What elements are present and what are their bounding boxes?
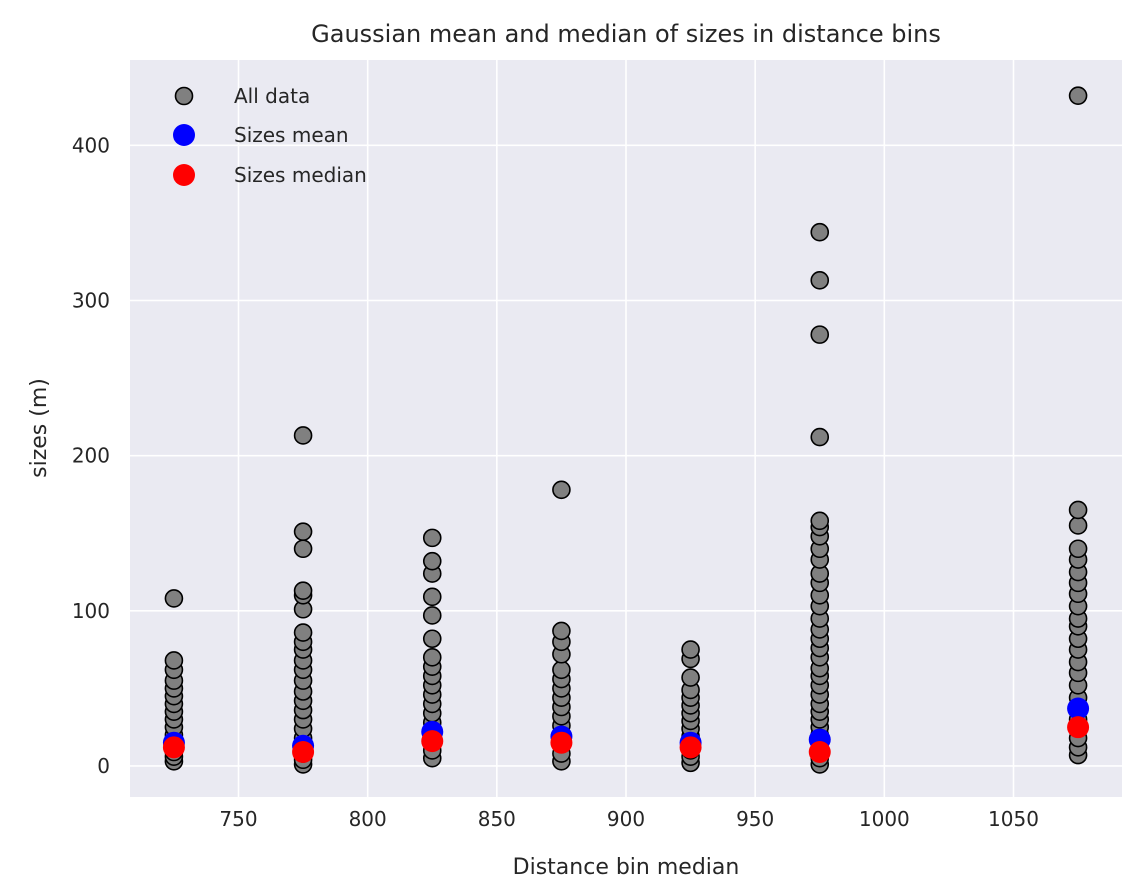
- y-axis-label: sizes (m): [27, 378, 52, 478]
- x-tick-label: 800: [349, 807, 387, 831]
- all-data-point: [1068, 516, 1088, 535]
- all-data-point: [1068, 86, 1088, 105]
- legend-label-sizes-mean: Sizes mean: [234, 123, 349, 147]
- all-data-point: [293, 623, 313, 642]
- all-data-point: [422, 587, 442, 607]
- median-point: [550, 731, 573, 754]
- y-tick-label: 0: [97, 754, 110, 778]
- mean-point: [1067, 697, 1090, 720]
- median-point: [679, 736, 702, 759]
- median-point: [1067, 716, 1090, 739]
- all-data-point: [810, 427, 830, 447]
- y-tick-label: 300: [72, 288, 110, 312]
- legend-marker-sizes-mean: [173, 124, 195, 146]
- median-point: [162, 736, 185, 759]
- all-data-point: [552, 480, 571, 500]
- all-data-point: [422, 528, 442, 548]
- all-data-point: [164, 651, 184, 670]
- median-point: [292, 741, 315, 764]
- x-tick-label: 1000: [859, 807, 910, 831]
- all-data-point: [681, 640, 700, 659]
- all-data-point: [422, 629, 442, 649]
- x-axis-label: Distance bin median: [513, 855, 740, 880]
- all-data-point: [552, 621, 571, 641]
- all-data-point: [681, 668, 700, 687]
- all-data-point: [810, 325, 830, 344]
- x-tick-label: 1050: [988, 807, 1039, 831]
- all-data-point: [810, 511, 830, 531]
- data-points: [162, 86, 1090, 774]
- legend-marker-all-data: [174, 86, 194, 106]
- all-data-point: [810, 271, 830, 290]
- all-data-point: [293, 581, 313, 600]
- all-data-point: [422, 551, 442, 571]
- x-tick-label: 950: [736, 807, 774, 831]
- x-tick-label: 750: [219, 807, 257, 831]
- all-data-point: [810, 222, 830, 242]
- all-data-point: [293, 539, 313, 559]
- median-point: [421, 730, 444, 753]
- all-data-point: [1068, 539, 1088, 559]
- all-data-point: [293, 522, 313, 541]
- x-tick-labels: 750 800 850 900 950 1000 1050: [219, 807, 1039, 831]
- legend-label-all-data: All data: [234, 84, 310, 108]
- y-tick-label: 100: [72, 599, 110, 623]
- legend: All data Sizes mean Sizes median: [173, 84, 367, 187]
- legend-label-sizes-median: Sizes median: [234, 163, 367, 187]
- all-data-point: [422, 606, 442, 625]
- x-tick-label: 850: [478, 807, 516, 831]
- all-data-point: [422, 648, 442, 667]
- y-tick-label: 200: [72, 444, 110, 468]
- x-tick-label: 900: [607, 807, 645, 831]
- all-data-point: [552, 660, 571, 680]
- all-data-point: [293, 426, 313, 445]
- all-data-point: [1068, 500, 1088, 520]
- chart-title: Gaussian mean and median of sizes in dis…: [311, 20, 941, 48]
- legend-marker-sizes-median: [173, 164, 195, 186]
- y-tick-label: 400: [72, 133, 110, 157]
- median-point: [808, 741, 831, 764]
- all-data-point: [164, 589, 184, 608]
- y-tick-labels: 0 100 200 300 400: [72, 133, 110, 778]
